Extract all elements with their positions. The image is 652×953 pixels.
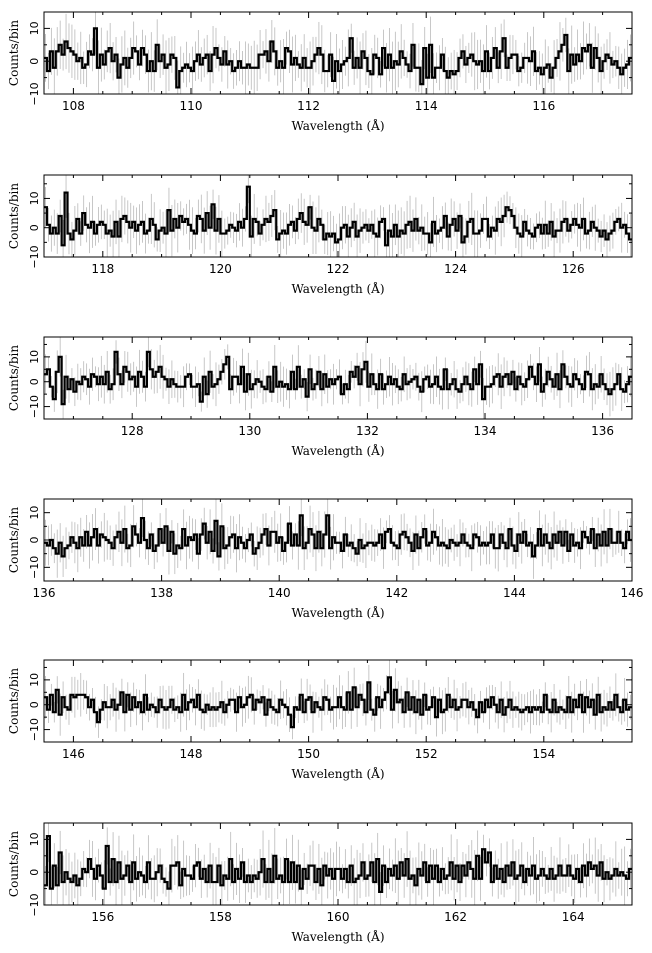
y-tick-label: −10	[28, 718, 41, 741]
x-tick-label: 146	[621, 586, 644, 600]
x-tick-label: 134	[474, 424, 497, 438]
x-tick-label: 158	[209, 910, 232, 924]
x-tick-label: 138	[150, 586, 173, 600]
plot-area	[44, 499, 632, 579]
x-tick-label: 152	[415, 747, 438, 761]
y-axis-ticks	[44, 183, 632, 258]
chart-panel-1: 108 110 112 114 116 −10 0 10 Counts/bin Wavelengt…	[7, 11, 633, 133]
plot-area	[44, 337, 632, 419]
y-tick-label: 10	[28, 673, 41, 687]
x-tick-label: 156	[91, 910, 114, 924]
chart-panel-4: 136 138 140 142 144 146 −10 0 10 Counts/bin Wavele…	[7, 498, 644, 620]
x-axis-label: Wavelength (Å)	[291, 766, 384, 781]
x-tick-label: 142	[385, 586, 408, 600]
y-tick-label: 10	[28, 21, 41, 35]
x-tick-label: 108	[62, 99, 85, 113]
y-axis-ticks	[44, 11, 632, 95]
x-tick-label: 136	[591, 424, 614, 438]
x-tick-label: 140	[268, 586, 291, 600]
y-tick-label: −10	[28, 893, 41, 916]
plot-area	[44, 175, 632, 257]
x-tick-label: 150	[297, 747, 320, 761]
plot-area	[44, 823, 632, 905]
y-tick-label: 10	[28, 832, 41, 846]
x-axis-label: Wavelength (Å)	[291, 443, 384, 458]
x-tick-label: 126	[562, 262, 585, 276]
y-tick-label: 0	[28, 224, 41, 231]
x-tick-label: 132	[356, 424, 379, 438]
x-tick-label: 146	[62, 747, 85, 761]
y-axis-label: Counts/bin	[7, 345, 21, 411]
x-tick-label: 120	[209, 262, 232, 276]
y-axis-ticks	[44, 498, 632, 582]
data-series-steps	[44, 350, 632, 406]
x-axis-ticks	[43, 823, 633, 905]
y-tick-label: 0	[28, 869, 41, 876]
y-tick-label: 0	[28, 537, 41, 544]
y-axis-label: Counts/bin	[7, 20, 21, 86]
y-tick-label: −10	[28, 556, 41, 579]
x-axis-ticks	[43, 337, 633, 419]
y-tick-label: 0	[28, 58, 41, 65]
y-axis-ticks	[44, 343, 632, 420]
data-series-steps	[44, 185, 632, 247]
x-tick-label: 122	[327, 262, 350, 276]
data-series-steps	[44, 27, 632, 89]
x-tick-label: 116	[532, 99, 555, 113]
x-tick-label: 130	[238, 424, 261, 438]
x-tick-label: 114	[415, 99, 438, 113]
x-tick-label: 154	[532, 747, 555, 761]
chart-panel-2: 118 120 122 124 126 −10 0 10 Counts/bin Wavelengt…	[7, 174, 633, 296]
y-tick-label: 0	[28, 378, 41, 385]
x-tick-label: 144	[503, 586, 526, 600]
y-axis-ticks	[44, 666, 632, 743]
y-axis-ticks	[44, 822, 632, 906]
data-series-steps	[44, 835, 632, 893]
x-axis-ticks	[43, 660, 633, 742]
x-tick-label: 124	[444, 262, 467, 276]
y-tick-label: 10	[28, 350, 41, 364]
x-axis-ticks	[43, 12, 633, 94]
chart-panel-3: 128 130 132 134 136 −10 0 10 Counts/bin Wavelengt…	[7, 336, 633, 458]
x-axis-ticks	[43, 175, 633, 257]
x-tick-label: 162	[444, 910, 467, 924]
chart-panel-6: 156 158 160 162 164 −10 0 10 Counts/bin Wavelengt…	[7, 822, 633, 944]
plot-frame	[43, 174, 633, 258]
x-tick-label: 110	[180, 99, 203, 113]
plot-area	[44, 12, 632, 94]
x-tick-label: 164	[562, 910, 585, 924]
y-tick-label: −10	[28, 245, 41, 268]
x-axis-ticks	[43, 499, 633, 581]
x-axis-label: Wavelength (Å)	[291, 929, 384, 944]
y-tick-label: −10	[28, 395, 41, 418]
x-axis-label: Wavelength (Å)	[291, 118, 384, 133]
x-tick-label: 118	[91, 262, 114, 276]
x-tick-label: 160	[327, 910, 350, 924]
data-series-steps	[44, 514, 632, 558]
y-axis-label: Counts/bin	[7, 507, 21, 573]
y-axis-label: Counts/bin	[7, 831, 21, 897]
x-axis-label: Wavelength (Å)	[291, 605, 384, 620]
x-tick-label: 136	[33, 586, 56, 600]
x-tick-label: 148	[180, 747, 203, 761]
y-axis-label: Counts/bin	[7, 183, 21, 249]
chart-panel-5: 146 148 150 152 154 −10 0 10 Counts/bin Wavelengt…	[7, 659, 633, 781]
x-tick-label: 112	[297, 99, 320, 113]
y-tick-label: −10	[28, 82, 41, 105]
data-series-steps	[44, 676, 632, 729]
y-tick-label: 0	[28, 701, 41, 708]
x-axis-label: Wavelength (Å)	[291, 281, 384, 296]
y-tick-label: 10	[28, 506, 41, 520]
plot-area	[44, 660, 632, 740]
x-tick-label: 128	[121, 424, 144, 438]
y-tick-label: 10	[28, 191, 41, 205]
y-axis-label: Counts/bin	[7, 668, 21, 734]
